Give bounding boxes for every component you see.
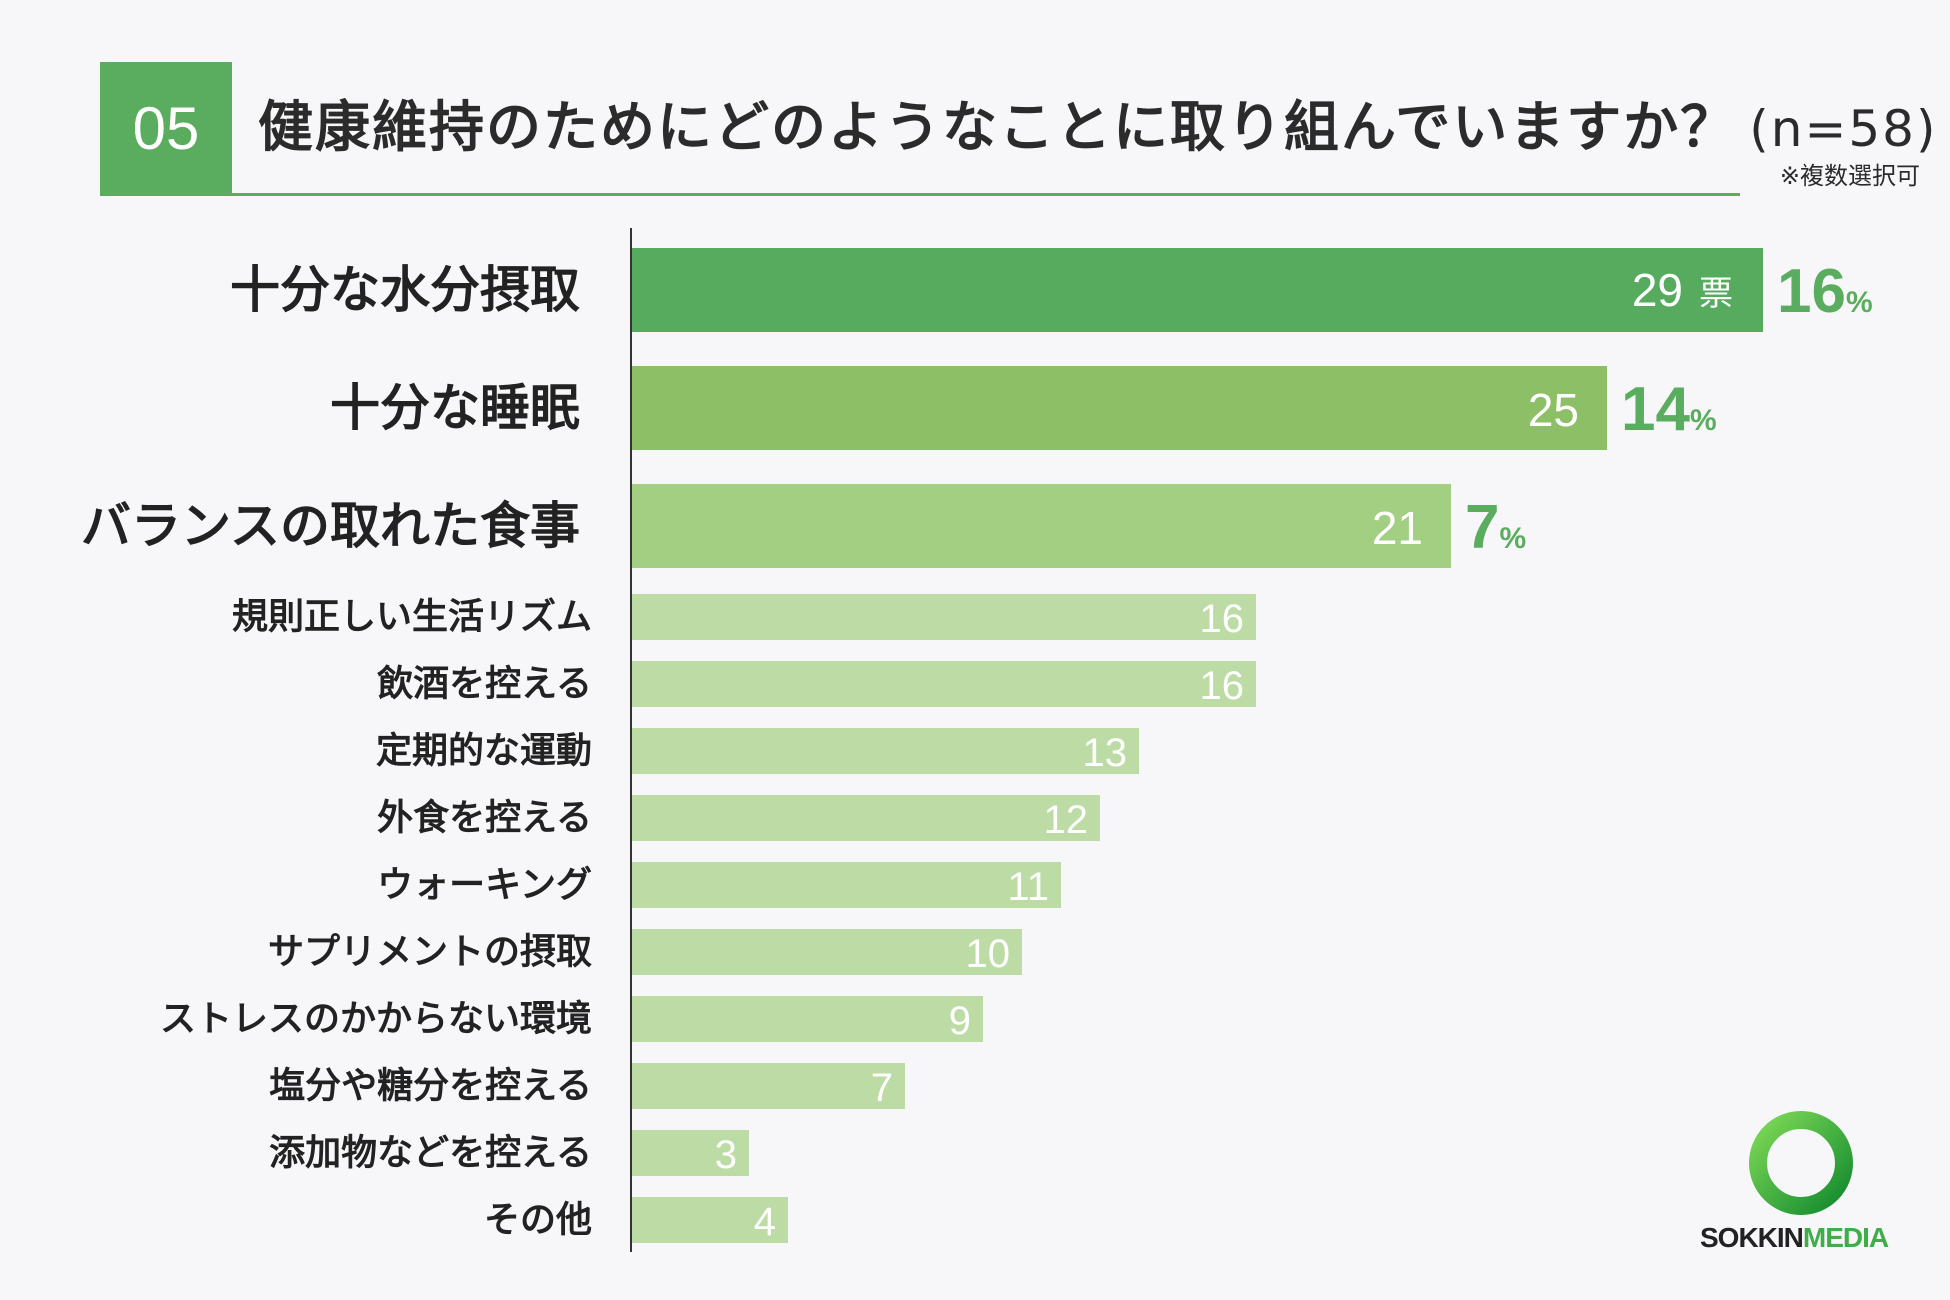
category-label: その他	[484, 1200, 592, 1241]
category-label: 規則正しい生活リズム	[232, 596, 592, 638]
value-label: 4	[754, 1200, 776, 1244]
value-unit-label: 票	[1699, 275, 1733, 313]
bar	[632, 661, 1256, 707]
category-label: 塩分や糖分を控える	[269, 1066, 592, 1107]
bar	[632, 248, 1763, 332]
sample-size: (n=58)	[1749, 100, 1938, 158]
title-underline	[100, 193, 1740, 196]
title-text: 健康維持のためにどのようなことに取り組んでいますか？	[258, 95, 1738, 159]
bar	[632, 1197, 788, 1243]
category-label: ウォーキング	[377, 865, 592, 906]
value-label: 7	[871, 1066, 893, 1110]
value-label: 21	[1372, 502, 1423, 554]
bar	[632, 1130, 749, 1176]
category-label: 添加物などを控える	[269, 1133, 592, 1174]
value-label: 11	[1007, 865, 1049, 909]
bar	[632, 929, 1022, 975]
category-label: バランスの取れた食事	[81, 497, 580, 555]
percent-symbol: %	[1499, 522, 1526, 555]
bar	[632, 366, 1607, 450]
value-label: 10	[966, 932, 1011, 976]
bar	[632, 862, 1061, 908]
percent-symbol: %	[1846, 286, 1873, 319]
value-label: 25	[1528, 384, 1579, 436]
category-label: サプリメントの摂取	[268, 932, 592, 973]
logo-wordmark: SOKKINMEDIA	[1700, 1222, 1889, 1254]
multiple-choice-note: ※複数選択可	[1779, 162, 1920, 190]
logo-ring-icon	[1749, 1111, 1853, 1215]
chart-title: 健康維持のためにどのようなことに取り組んでいますか？ (n=58)	[258, 82, 1938, 162]
value-label: 13	[1083, 731, 1128, 775]
bar	[632, 484, 1451, 568]
value-label: 9	[949, 999, 971, 1043]
category-label: ストレスのかからない環境	[160, 999, 592, 1040]
value-label: 29	[1632, 264, 1683, 316]
percent-symbol: %	[1690, 404, 1717, 437]
section-number-badge: 05	[100, 62, 232, 194]
bar	[632, 728, 1139, 774]
logo-part1: SOKKIN	[1700, 1222, 1804, 1253]
value-label: 16	[1200, 597, 1245, 641]
category-label: 十分な水分摂取	[230, 261, 580, 319]
value-label: 3	[715, 1133, 737, 1177]
percent-label: 14%	[1621, 375, 1717, 444]
category-label: 飲酒を控える	[377, 664, 592, 705]
percent-label: 16%	[1777, 257, 1873, 326]
y-axis-line	[630, 228, 632, 1252]
category-label: 外食を控える	[377, 798, 592, 839]
value-label: 12	[1044, 798, 1089, 842]
bar	[632, 996, 983, 1042]
logo-part2: MEDIA	[1802, 1222, 1889, 1253]
category-label: 定期的な運動	[376, 731, 592, 772]
category-label: 十分な睡眠	[330, 379, 580, 437]
bar	[632, 1063, 905, 1109]
bar	[632, 594, 1256, 640]
percent-label: 7%	[1465, 493, 1526, 562]
bar	[632, 795, 1100, 841]
value-label: 16	[1200, 664, 1245, 708]
